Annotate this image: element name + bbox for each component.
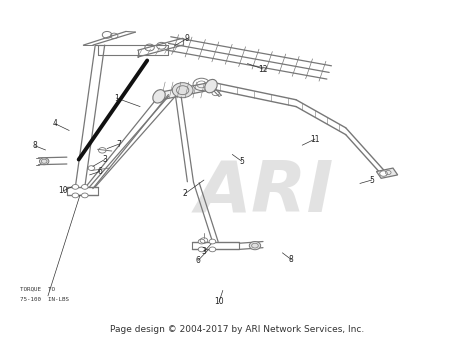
- Circle shape: [198, 239, 205, 244]
- Circle shape: [209, 247, 216, 252]
- Ellipse shape: [153, 90, 165, 103]
- Polygon shape: [376, 168, 398, 178]
- Circle shape: [209, 239, 216, 244]
- Circle shape: [198, 247, 205, 252]
- Circle shape: [172, 83, 193, 98]
- Text: 6: 6: [196, 256, 201, 265]
- Text: 2: 2: [182, 189, 187, 198]
- Ellipse shape: [205, 80, 217, 93]
- Text: 5: 5: [369, 176, 374, 185]
- Text: 9: 9: [185, 34, 190, 43]
- Circle shape: [39, 158, 49, 165]
- Text: 7: 7: [117, 140, 121, 149]
- Text: 12: 12: [258, 64, 268, 73]
- Text: Page design © 2004-2017 by ARI Network Services, Inc.: Page design © 2004-2017 by ARI Network S…: [110, 325, 364, 334]
- Text: 1: 1: [114, 94, 119, 103]
- Text: 5: 5: [239, 157, 244, 166]
- Text: 3: 3: [102, 155, 107, 164]
- Text: 8: 8: [289, 255, 294, 264]
- Circle shape: [82, 193, 88, 198]
- Text: 10: 10: [58, 187, 68, 196]
- Text: 6: 6: [98, 167, 102, 176]
- Text: 75-100  IN-LBS: 75-100 IN-LBS: [19, 297, 69, 302]
- Text: 11: 11: [310, 134, 320, 144]
- Circle shape: [72, 193, 79, 198]
- Circle shape: [380, 171, 387, 176]
- Polygon shape: [156, 83, 213, 100]
- Text: 8: 8: [33, 141, 37, 150]
- Circle shape: [82, 185, 88, 189]
- Text: 10: 10: [214, 297, 224, 307]
- Text: ARI: ARI: [196, 157, 335, 226]
- Circle shape: [249, 241, 261, 250]
- Circle shape: [72, 185, 79, 189]
- Text: 4: 4: [53, 119, 57, 128]
- Text: TORQUE  TO: TORQUE TO: [19, 286, 55, 291]
- Text: 3: 3: [201, 247, 206, 256]
